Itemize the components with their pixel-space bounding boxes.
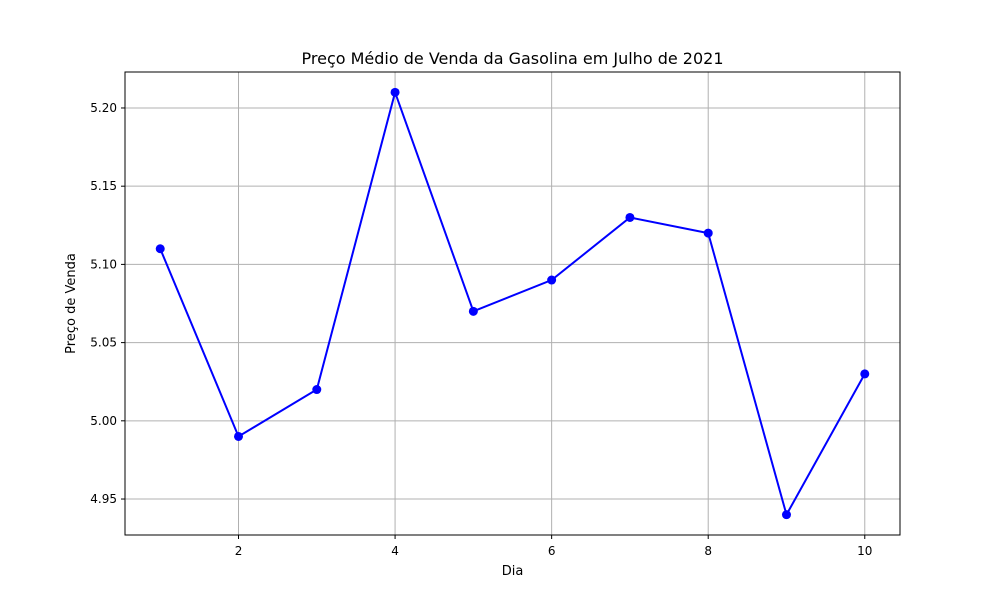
data-point [312,385,322,395]
data-point [468,306,478,316]
x-tick-label: 10 [857,544,872,558]
y-axis-label: Preço de Venda [64,253,79,354]
data-point [860,369,870,379]
x-tick-label: 6 [548,544,556,558]
x-tick-label: 8 [704,544,712,558]
y-tick-label: 5.05 [90,336,117,350]
x-tick-label: 4 [391,544,399,558]
data-point [155,244,165,254]
data-point [234,431,244,441]
data-point [390,87,400,97]
data-point [703,228,713,238]
grid [125,72,900,535]
data-point [625,212,635,222]
plot-frame [124,71,901,536]
x-axis-label: Dia [502,564,524,579]
ticks: 2 4 6 8 10 4.95 5.00 5.05 5.10 5.15 5.20 [90,101,872,558]
y-tick-label: 5.20 [90,101,117,115]
series-layer [155,87,870,520]
y-tick-label: 5.10 [90,257,117,271]
data-point [547,275,557,285]
y-tick-label: 4.95 [90,492,117,506]
data-point [781,510,791,520]
x-tick-label: 2 [235,544,243,558]
series-line [159,88,866,518]
y-tick-label: 5.15 [90,179,117,193]
y-tick-label: 5.00 [90,414,117,428]
chart-title: Preço Médio de Venda da Gasolina em Julh… [302,49,724,68]
